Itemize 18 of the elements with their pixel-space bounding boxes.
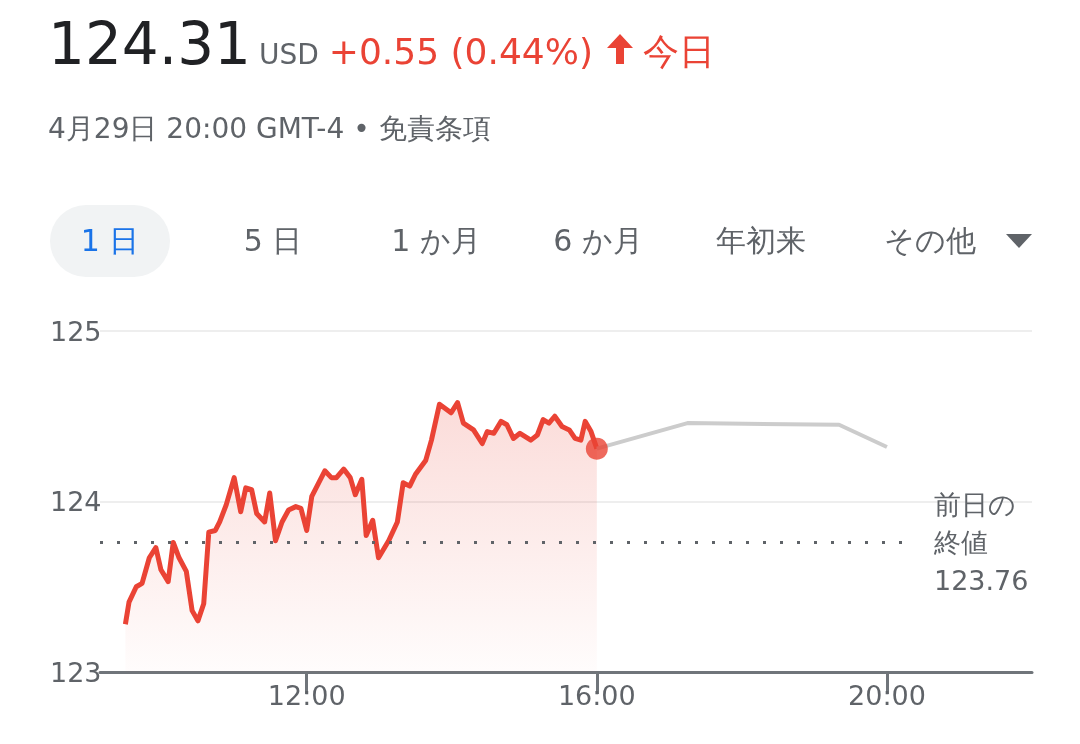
x-tick-label: 16:00 bbox=[557, 680, 636, 711]
text: 年初来 bbox=[715, 221, 807, 260]
ref-line-label: 前日の終値 123.76 bbox=[932, 488, 1029, 596]
text: 5 日 bbox=[242, 221, 304, 260]
y-tick-label: 124 bbox=[50, 486, 102, 517]
text: 1 か月 bbox=[390, 221, 482, 260]
text: 1 日 bbox=[50, 205, 170, 277]
text: USD bbox=[258, 38, 319, 71]
x-tick-label: 12:00 bbox=[267, 680, 346, 711]
x-tick-label: 20:00 bbox=[848, 680, 926, 711]
chart-subtitle: 4月29日 20:00 GMT-4 • 免責条項 bbox=[48, 111, 491, 147]
chart-title: 124.31 bbox=[48, 10, 251, 78]
y-tick-label: 123 bbox=[50, 656, 102, 688]
text: +0.55 (0.44%) bbox=[328, 31, 593, 72]
y-tick-label: 125 bbox=[50, 315, 102, 347]
text: 今日 bbox=[643, 30, 715, 74]
text: その他 bbox=[883, 221, 977, 260]
text: 6 か月 bbox=[552, 221, 644, 260]
